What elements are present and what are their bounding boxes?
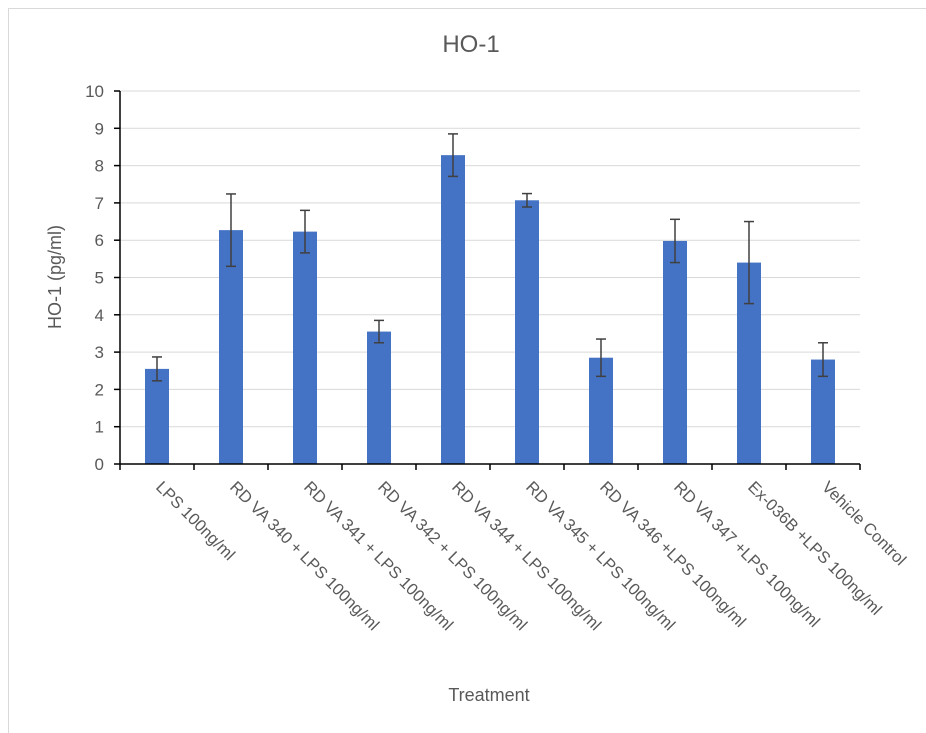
x-axis-title: Treatment — [448, 685, 529, 705]
y-axis-title: HO-1 (pg/ml) — [45, 225, 65, 329]
x-tick-label: RD VA 347 +LPS 100ng/ml — [670, 478, 823, 631]
x-tick-label: RD VA 341 + LPS 100ng/ml — [300, 478, 456, 634]
gridlines — [120, 90, 860, 428]
x-tick-label: RD VA 344 + LPS 100ng/ml — [448, 478, 604, 634]
bar — [367, 331, 391, 464]
frame-border-left — [8, 8, 9, 733]
bar — [663, 240, 687, 464]
y-tick-label: 1 — [95, 418, 104, 437]
x-tick-label: LPS 100ng/ml — [152, 478, 238, 564]
x-tick-label: RD VA 346 +LPS 100ng/ml — [596, 478, 749, 631]
bar — [441, 155, 465, 464]
y-tick-label: 10 — [85, 82, 104, 101]
bar — [219, 230, 243, 464]
bar — [515, 200, 539, 464]
y-tick-label: 3 — [95, 343, 104, 362]
y-tick-label: 4 — [95, 306, 104, 325]
y-tick-label: 2 — [95, 380, 104, 399]
axes — [114, 90, 861, 470]
chart-title: HO-1 — [442, 31, 499, 58]
error-bars — [152, 133, 828, 382]
y-tick-labels: 0 1 2 3 4 5 6 7 8 9 10 — [85, 82, 104, 474]
y-tick-label: 0 — [95, 455, 104, 474]
bar — [145, 368, 169, 464]
y-tick-label: 8 — [95, 157, 104, 176]
frame-border-top — [8, 8, 926, 9]
x-tick-label: Ex-036B +LPS 100ng/ml — [744, 478, 885, 619]
x-tick-label: RD VA 340 + LPS 100ng/ml — [226, 478, 382, 634]
x-tick-label: RD VA 342 + LPS 100ng/ml — [374, 478, 530, 634]
y-tick-label: 5 — [95, 269, 104, 288]
bar — [293, 231, 317, 464]
y-tick-label: 7 — [95, 194, 104, 213]
y-tick-label: 6 — [95, 231, 104, 250]
x-tick-label: RD VA 345 + LPS 100ng/ml — [522, 478, 678, 634]
y-tick-label: 9 — [95, 119, 104, 138]
bars — [145, 155, 835, 464]
